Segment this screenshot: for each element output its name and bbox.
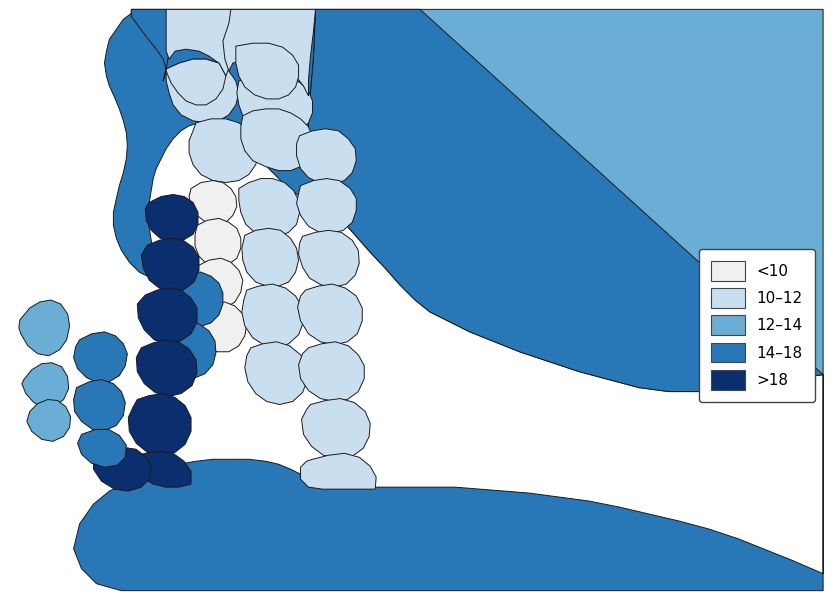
Polygon shape	[298, 342, 364, 402]
Polygon shape	[166, 59, 239, 123]
Polygon shape	[142, 238, 199, 292]
Polygon shape	[298, 231, 359, 287]
Polygon shape	[241, 109, 312, 170]
Polygon shape	[297, 129, 357, 185]
Polygon shape	[302, 399, 370, 458]
Polygon shape	[195, 258, 242, 308]
Polygon shape	[19, 300, 70, 356]
Polygon shape	[161, 272, 223, 327]
Polygon shape	[158, 322, 216, 379]
Polygon shape	[242, 228, 298, 286]
Polygon shape	[297, 284, 362, 345]
Polygon shape	[104, 10, 321, 280]
Polygon shape	[166, 59, 226, 105]
Polygon shape	[166, 10, 236, 76]
Polygon shape	[297, 179, 357, 234]
Polygon shape	[73, 10, 823, 591]
Polygon shape	[93, 447, 152, 491]
Polygon shape	[132, 10, 169, 81]
Polygon shape	[189, 119, 259, 182]
Polygon shape	[223, 10, 316, 96]
Polygon shape	[242, 284, 303, 348]
Polygon shape	[77, 429, 127, 467]
Polygon shape	[236, 43, 298, 99]
Polygon shape	[127, 452, 191, 487]
Polygon shape	[245, 342, 307, 405]
Polygon shape	[137, 340, 197, 397]
Polygon shape	[237, 73, 312, 136]
Polygon shape	[137, 288, 197, 344]
Polygon shape	[195, 219, 241, 266]
Polygon shape	[128, 394, 191, 455]
Polygon shape	[22, 363, 68, 408]
Polygon shape	[197, 302, 247, 352]
Polygon shape	[301, 453, 377, 489]
Legend: <10, 10–12, 12–14, 14–18, >18: <10, 10–12, 12–14, 14–18, >18	[699, 249, 816, 402]
Polygon shape	[73, 332, 127, 383]
Polygon shape	[308, 10, 823, 391]
Polygon shape	[239, 179, 300, 237]
Polygon shape	[73, 380, 125, 430]
Polygon shape	[27, 400, 71, 441]
Polygon shape	[189, 181, 237, 225]
Polygon shape	[145, 194, 198, 242]
